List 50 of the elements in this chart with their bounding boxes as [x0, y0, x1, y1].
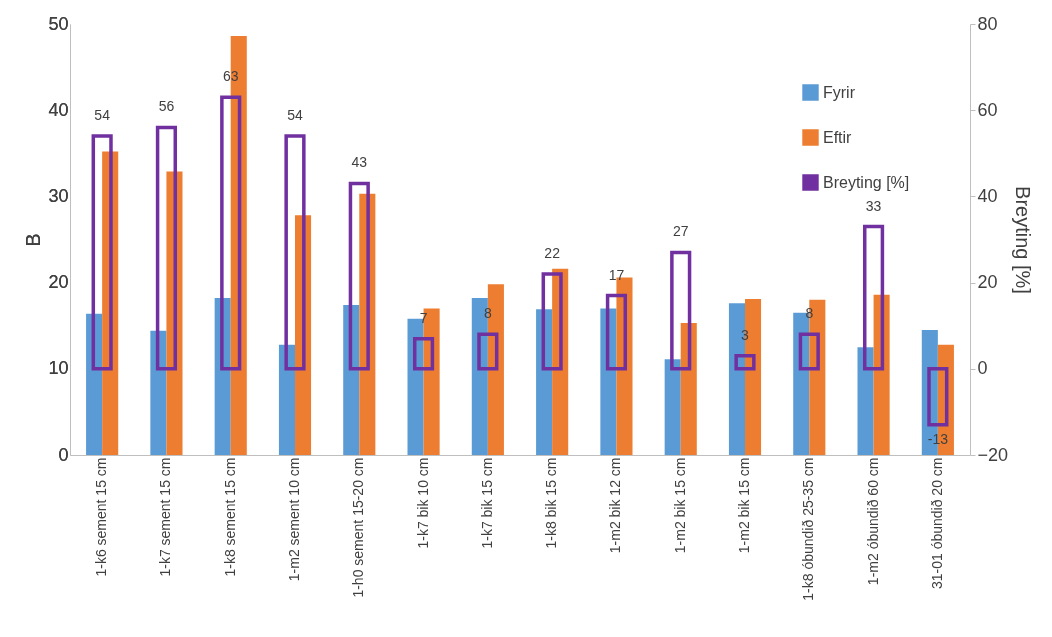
bar: [600, 308, 617, 455]
x-tick-label: 1-k7 bik 15 cm: [478, 457, 495, 549]
legend-label: Fyrir: [823, 83, 856, 101]
y2-tick-label: 20: [977, 272, 998, 293]
data-label: 54: [94, 107, 111, 124]
bar: [86, 313, 103, 455]
y-tick-label: 20: [48, 272, 69, 293]
bar: [664, 359, 681, 455]
y-tick-label: 0: [58, 444, 69, 465]
legend-label: Eftir: [823, 128, 853, 146]
x-tick-label: 1-k6 sement 15 cm: [93, 457, 110, 577]
x-tick-label: 1-m2 óbundið 60 cm: [864, 457, 881, 586]
y2-tick-label: 60: [977, 99, 998, 120]
bar: [680, 323, 697, 455]
data-label: 54: [287, 107, 303, 124]
bar: [150, 330, 167, 455]
y2-tick-label: 40: [977, 185, 998, 206]
x-tick-label: 1-k8 sement 15 cm: [221, 457, 238, 577]
bar: [857, 347, 874, 455]
x-tick-label: 31-01 óbundið 20 cm: [928, 457, 945, 590]
data-label: 56: [158, 98, 175, 115]
x-tick-label: 1-h0 sement 15-20 cm: [350, 457, 367, 598]
x-tick-label: 1-m2 sement 10 cm: [286, 457, 302, 582]
x-tick-label: 1-k8 bik 15 cm: [543, 457, 560, 549]
x-tick-label: 1-k7 bik 10 cm: [414, 457, 431, 549]
legend-label: Breyting [%]: [823, 173, 910, 191]
y-tick-label: 30: [48, 185, 69, 206]
y2-axis-title: Breyting [%]: [1012, 186, 1035, 294]
x-tick-label: 1-m2 bik 12 cm: [607, 457, 624, 554]
y2-tick-label: −20: [977, 444, 1009, 465]
y-tick-label: 50: [48, 13, 69, 34]
x-tick-label: 1-k7 sement 15 cm: [157, 457, 174, 577]
data-label: 7: [419, 309, 428, 326]
x-tick-label: 1-m2 bik 15 cm: [671, 457, 688, 554]
data-label: 22: [544, 244, 561, 261]
data-label: 33: [865, 197, 882, 214]
y2-tick-label: 80: [977, 13, 998, 34]
y-tick-label: 40: [48, 99, 69, 120]
x-tick-label: 1-m2 bik 15 cm: [736, 457, 752, 554]
y-tick-label: 10: [48, 358, 69, 379]
data-label: -13: [927, 430, 949, 447]
bar: [536, 309, 553, 455]
x-tick-label: 1-k8 óbundið 25-35 cm: [800, 457, 817, 601]
data-label: 27: [672, 223, 689, 240]
data-label: 17: [608, 266, 625, 283]
bar: [343, 305, 360, 455]
y-axis-title: B: [22, 233, 45, 247]
y2-tick-label: 0: [977, 358, 988, 379]
bar: [278, 344, 295, 455]
data-label: 43: [351, 154, 368, 171]
